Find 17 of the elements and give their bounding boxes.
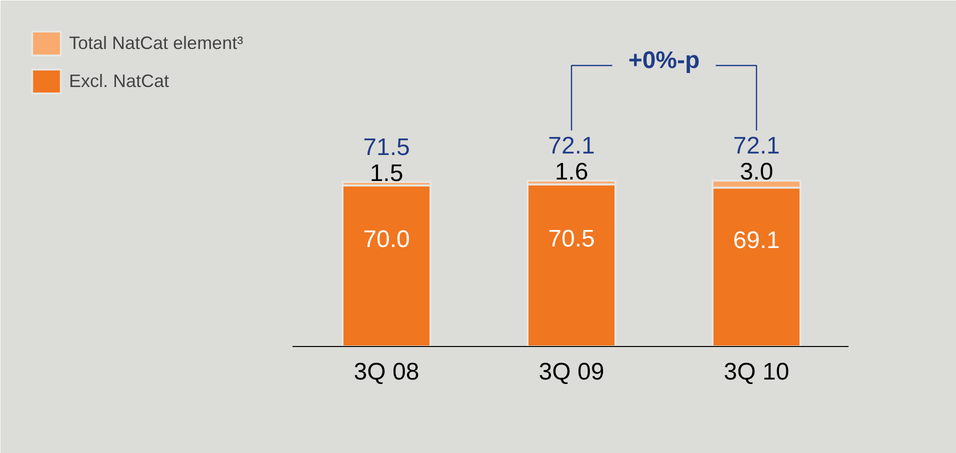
data-label: 1.5 [370,160,404,188]
total-label: 71.5 [363,134,410,162]
bar [342,184,432,348]
total-label: 72.1 [548,132,595,160]
bar [526,183,616,348]
data-label: 1.6 [554,158,588,186]
text: +0%-p [628,47,700,74]
data-label: 3.0 [740,158,774,186]
legend-label: Excl. NatCat [69,70,170,92]
x-tick-label: 3Q 09 [538,358,604,386]
x-tick-label: 3Q 08 [354,358,420,386]
x-tick-label: 3Q 10 [724,358,790,386]
data-label: 70.0 [363,226,410,253]
total-label: 72.1 [733,132,780,160]
legend-label: Total NatCat element³ [69,32,244,54]
data-label: 70.5 [548,225,595,252]
data-label: 69.1 [733,226,780,254]
